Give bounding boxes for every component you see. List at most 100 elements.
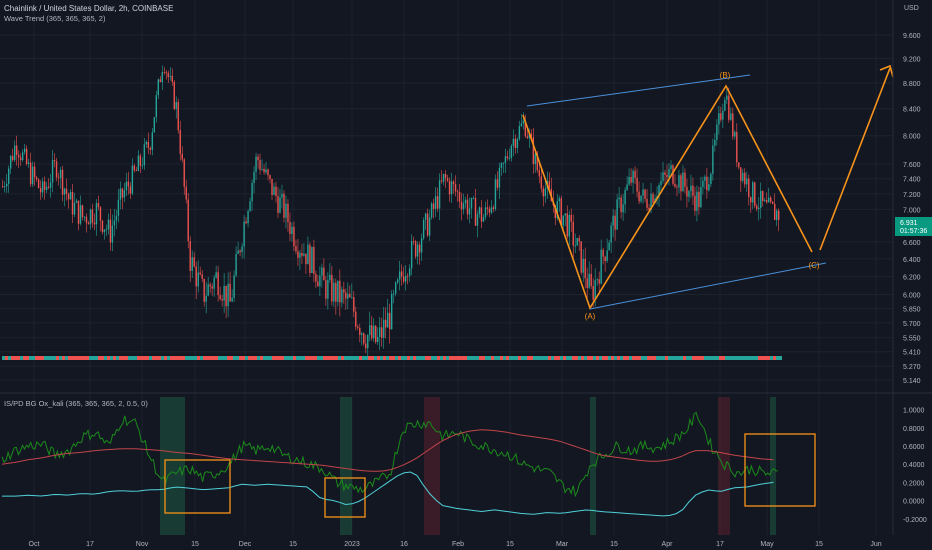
stripe-segment xyxy=(527,356,530,360)
time-axis-tick: 15 xyxy=(610,541,618,548)
stripe-segment xyxy=(65,356,68,360)
stripe-segment xyxy=(284,356,287,360)
signal-background-band xyxy=(718,397,730,535)
candle-body xyxy=(79,205,82,224)
candle-body xyxy=(323,267,325,281)
candle-body xyxy=(11,155,14,161)
candle-body xyxy=(113,220,116,226)
candle-body xyxy=(215,272,217,278)
candle-body xyxy=(293,226,295,247)
drawings-layer[interactable]: (A) (B) (C) xyxy=(522,64,894,321)
candle-body xyxy=(383,319,385,338)
stripe-segment xyxy=(185,356,188,360)
candle-body xyxy=(670,165,672,170)
candle-body xyxy=(766,200,768,203)
stripe-segment xyxy=(197,356,200,360)
candle-body xyxy=(255,156,257,172)
candle-body xyxy=(658,185,660,197)
candle-body xyxy=(277,196,279,213)
osc-axis-tick: 0.2000 xyxy=(903,480,925,487)
candle-body xyxy=(614,215,616,230)
candle-body xyxy=(121,188,124,198)
candle-body xyxy=(53,160,56,162)
stripe-segment xyxy=(380,356,383,360)
stripe-segment xyxy=(281,356,284,360)
stripe-segment xyxy=(86,356,89,360)
candle-body xyxy=(754,182,756,206)
candle-body xyxy=(57,177,60,179)
time-axis-tick: May xyxy=(760,541,774,548)
stripe-segment xyxy=(101,356,104,360)
stripe-segment xyxy=(665,356,668,360)
stripe-segment xyxy=(152,356,155,360)
time-axis-tick: Apr xyxy=(662,541,674,548)
candle-body xyxy=(45,186,48,190)
oscillator-pane[interactable] xyxy=(1,397,816,535)
osc-axis-tick: 0.8000 xyxy=(903,426,925,433)
candle-body xyxy=(504,156,507,163)
stripe-segment xyxy=(431,356,434,360)
stripe-segment xyxy=(143,356,146,360)
signal-stripe xyxy=(2,356,782,360)
candle-body xyxy=(444,173,447,179)
stripe-segment xyxy=(350,356,353,360)
candle-body xyxy=(365,343,367,349)
stripe-segment xyxy=(479,356,482,360)
candle-body xyxy=(476,214,479,226)
candle-body xyxy=(103,229,106,233)
stripe-segment xyxy=(731,356,734,360)
candle-body xyxy=(758,207,760,210)
candle-body xyxy=(129,186,132,194)
stripe-segment xyxy=(311,356,314,360)
stripe-segment xyxy=(35,356,38,360)
candle-body xyxy=(367,335,369,349)
candle-body xyxy=(590,273,592,287)
candle-body xyxy=(107,219,110,230)
time-axis-tick: Jun xyxy=(870,541,881,548)
stripe-segment xyxy=(236,356,239,360)
candle-body xyxy=(295,246,297,252)
candle-body xyxy=(9,155,12,169)
candle-body xyxy=(584,258,586,279)
candle-body xyxy=(712,145,714,174)
osc-axis-tick: 1.0000 xyxy=(903,408,925,415)
candlestick-series[interactable] xyxy=(2,65,780,358)
candle-body xyxy=(454,184,457,192)
candle-body xyxy=(39,187,42,193)
candle-body xyxy=(109,219,112,243)
stripe-segment xyxy=(689,356,692,360)
stripe-segment xyxy=(773,356,776,360)
stripe-segment xyxy=(656,356,659,360)
candle-body xyxy=(572,221,574,246)
candle-body xyxy=(175,102,177,109)
stripe-segment xyxy=(611,356,614,360)
candle-body xyxy=(221,299,223,301)
candle-body xyxy=(560,198,562,226)
candle-body xyxy=(281,193,283,198)
candle-body xyxy=(391,293,393,330)
candle-body xyxy=(335,282,337,302)
osc-axis-tick: 0.0000 xyxy=(903,499,925,506)
candle-body xyxy=(524,120,527,137)
stripe-segment xyxy=(677,356,680,360)
candle-body xyxy=(167,72,169,77)
stripe-segment xyxy=(371,356,374,360)
candle-body xyxy=(95,203,98,225)
candle-body xyxy=(305,253,307,265)
candle-body xyxy=(73,202,76,215)
candle-body xyxy=(396,279,399,283)
candle-body xyxy=(23,148,26,153)
candle-body xyxy=(600,249,602,284)
candle-body xyxy=(61,169,64,195)
candle-body xyxy=(468,208,471,215)
stripe-segment xyxy=(68,356,71,360)
stripe-segment xyxy=(176,356,179,360)
candle-body xyxy=(480,207,483,222)
candle-body xyxy=(770,197,772,202)
candle-body xyxy=(19,157,22,161)
candle-body xyxy=(91,209,94,223)
candle-body xyxy=(734,131,736,137)
candle-body xyxy=(666,174,668,178)
stripe-segment xyxy=(767,356,770,360)
